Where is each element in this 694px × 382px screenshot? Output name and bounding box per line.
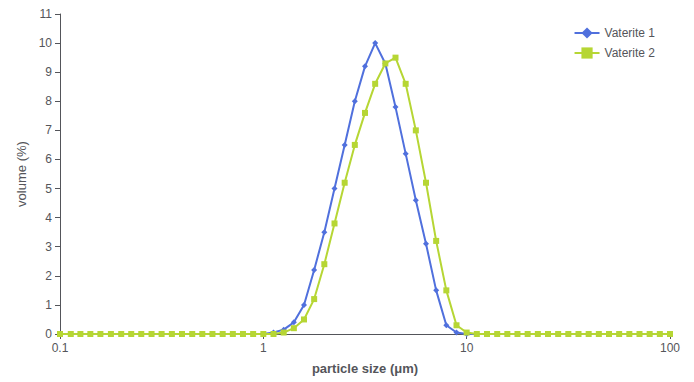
svg-text:6: 6	[45, 152, 52, 166]
svg-text:3: 3	[45, 240, 52, 254]
svg-text:Vaterite 1: Vaterite 1	[605, 26, 656, 40]
svg-text:0.1: 0.1	[52, 341, 69, 355]
svg-text:7: 7	[45, 123, 52, 137]
svg-text:8: 8	[45, 94, 52, 108]
svg-text:1: 1	[260, 341, 267, 355]
svg-text:100: 100	[660, 341, 680, 355]
svg-text:volume (%): volume (%)	[14, 141, 29, 207]
svg-text:5: 5	[45, 182, 52, 196]
svg-text:4: 4	[45, 211, 52, 225]
svg-text:0: 0	[45, 327, 52, 341]
svg-text:10: 10	[39, 36, 53, 50]
svg-text:1: 1	[45, 298, 52, 312]
svg-text:11: 11	[40, 7, 53, 21]
svg-text:10: 10	[460, 341, 474, 355]
svg-text:Vaterite 2: Vaterite 2	[605, 46, 656, 60]
svg-text:particle size (μm): particle size (μm)	[312, 361, 418, 376]
svg-text:9: 9	[45, 65, 52, 79]
svg-text:2: 2	[45, 269, 52, 283]
